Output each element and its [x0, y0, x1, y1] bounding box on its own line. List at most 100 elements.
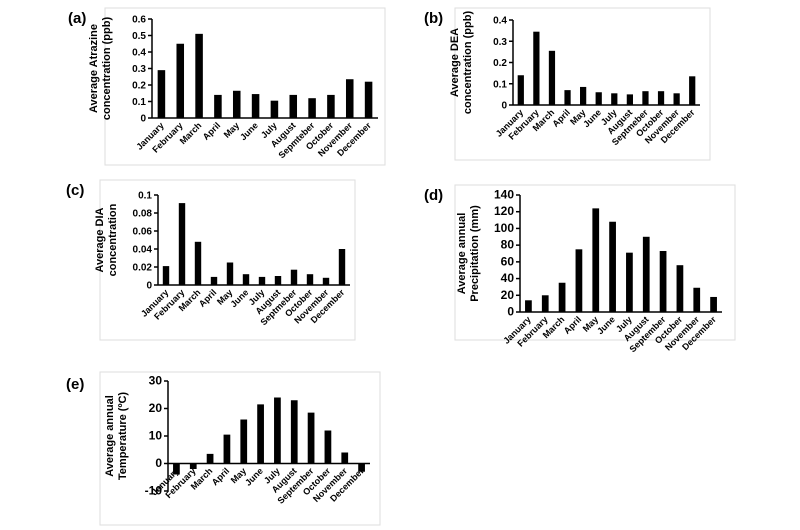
bar — [274, 397, 281, 464]
bar — [358, 463, 365, 472]
y-tick-label: 60 — [501, 254, 515, 268]
bar — [176, 43, 185, 118]
y-tick-label: 0.1 — [138, 191, 152, 202]
bar — [322, 277, 330, 285]
y-axis-label: Precipitation (mm) — [469, 205, 481, 302]
y-tick-label: 0.6 — [132, 15, 146, 26]
y-tick-label: 30 — [149, 374, 163, 388]
y-axis-label: Average annual — [104, 395, 116, 477]
bar — [274, 276, 282, 285]
y-tick-label: 40 — [501, 271, 515, 285]
bar — [173, 463, 180, 475]
bar — [306, 274, 314, 285]
y-tick-label: 120 — [494, 204, 514, 218]
bar — [364, 81, 373, 118]
bar — [290, 400, 298, 464]
bar — [338, 249, 346, 285]
y-tick-label: 0.06 — [133, 227, 153, 238]
bar — [257, 404, 264, 464]
panel-label: (a) — [68, 10, 86, 27]
bar — [223, 434, 231, 464]
y-axis-label: Average DIA — [94, 207, 106, 272]
y-tick-label: 0.08 — [133, 209, 153, 220]
bar — [258, 276, 266, 285]
bar — [195, 33, 203, 118]
y-axis-label: Average annual — [456, 213, 468, 295]
y-axis-label: concentration (ppb) — [101, 17, 113, 121]
panel-frame — [454, 184, 736, 341]
panel-label: (b) — [424, 10, 443, 27]
bar — [232, 90, 241, 118]
panel-frame — [104, 7, 386, 166]
panel-label: (c) — [66, 182, 84, 199]
y-axis-label: Average Atrazine — [88, 24, 100, 113]
x-tick-label: April — [201, 120, 223, 142]
y-tick-label: -10 — [145, 484, 163, 498]
bar — [548, 50, 556, 105]
bar — [575, 249, 583, 312]
y-axis-label: Temperature (ºC) — [117, 392, 129, 480]
y-tick-label: 0 — [507, 305, 514, 319]
y-tick-label: 0 — [501, 101, 507, 112]
x-tick-label: June — [238, 120, 260, 142]
bar — [289, 94, 298, 118]
bar — [189, 463, 197, 469]
bar — [210, 276, 218, 285]
y-tick-label: 0.4 — [493, 16, 507, 27]
x-tick-label: March — [178, 120, 204, 146]
y-axis-label: Average DEA — [449, 28, 461, 97]
bar — [157, 70, 166, 118]
bar — [178, 203, 186, 285]
bar — [240, 419, 248, 464]
bar — [689, 76, 696, 105]
bar — [611, 93, 618, 105]
bar — [308, 98, 316, 118]
bar — [525, 300, 532, 312]
bar — [676, 265, 684, 312]
panel-frame — [454, 7, 711, 161]
y-tick-label: 80 — [501, 238, 515, 252]
bar — [595, 92, 602, 105]
bar — [710, 296, 717, 312]
bar — [517, 75, 524, 105]
bar — [558, 282, 566, 312]
bar — [345, 79, 354, 118]
bar — [214, 94, 222, 118]
y-tick-label: 100 — [494, 221, 514, 235]
y-tick-label: 0 — [140, 114, 146, 125]
y-tick-label: 140 — [494, 188, 514, 202]
y-tick-label: 0.1 — [493, 79, 507, 90]
bar — [659, 250, 667, 312]
y-axis-label: concentration — [107, 203, 119, 276]
bar — [162, 266, 170, 285]
bar — [194, 241, 202, 285]
bar — [341, 452, 349, 464]
bar — [642, 236, 650, 312]
y-tick-label: 20 — [149, 401, 163, 415]
panel-label: (e) — [66, 376, 84, 393]
y-tick-label: 0.02 — [133, 263, 153, 274]
panel-frame — [99, 371, 381, 526]
y-tick-label: 0 — [155, 456, 162, 470]
bar — [226, 262, 234, 285]
y-tick-label: 0 — [146, 281, 152, 292]
panel-frame — [99, 179, 356, 341]
y-tick-label: 0.1 — [132, 97, 146, 108]
bar — [533, 31, 540, 105]
bar — [673, 93, 680, 105]
bar — [564, 90, 571, 105]
bar — [307, 412, 315, 464]
y-tick-label: 0.3 — [132, 64, 146, 75]
bar — [324, 430, 332, 464]
bar — [541, 295, 549, 312]
y-tick-label: 0.4 — [132, 48, 146, 59]
x-tick-label: May — [222, 120, 241, 139]
bar — [270, 100, 279, 118]
bar — [626, 252, 633, 312]
bar — [251, 94, 260, 118]
y-axis-label: concentration (ppb) — [462, 11, 474, 115]
bar — [693, 287, 701, 312]
bar — [609, 221, 616, 312]
x-tick-label: April — [210, 466, 232, 488]
